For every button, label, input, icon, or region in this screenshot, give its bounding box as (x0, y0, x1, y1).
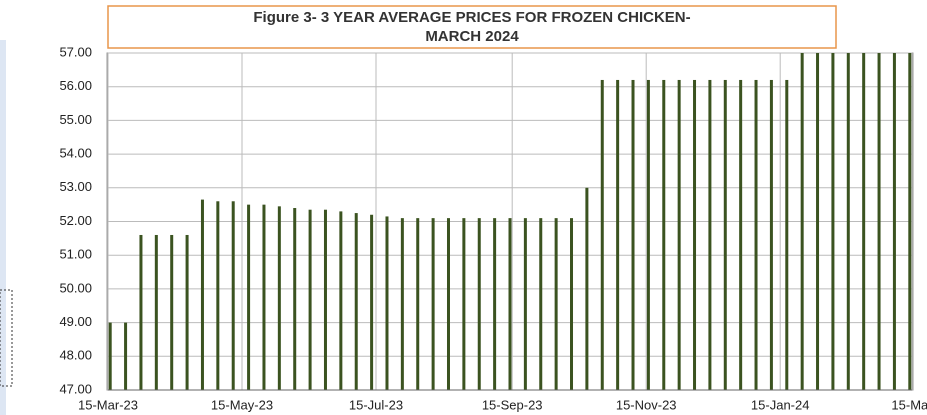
bar (539, 218, 543, 390)
bar (739, 79, 743, 391)
bar (339, 211, 343, 390)
bar (600, 79, 604, 391)
bar (800, 53, 804, 390)
bar (816, 53, 820, 390)
bar (308, 209, 312, 390)
bar (493, 218, 497, 390)
side-strip (0, 40, 6, 415)
bar (892, 53, 896, 390)
chart-title: MARCH 2024 (425, 28, 519, 45)
bar (416, 218, 420, 390)
x-tick-label: 15-Jul-23 (349, 397, 403, 412)
bar (723, 79, 727, 391)
y-tick-label: 51.00 (59, 247, 92, 262)
x-tick-label: 15-May-23 (211, 397, 273, 412)
bar (231, 201, 235, 390)
bar (154, 234, 158, 390)
bar (124, 322, 128, 390)
bar (862, 53, 866, 390)
bar (585, 187, 589, 390)
bar (662, 79, 666, 391)
bar (185, 234, 189, 390)
bar (277, 206, 281, 390)
bar (323, 209, 327, 390)
bar (523, 218, 527, 390)
bar (216, 201, 220, 390)
y-tick-label: 57.00 (59, 44, 92, 59)
y-tick-label: 47.00 (59, 381, 92, 396)
bar (247, 204, 251, 390)
y-tick-label: 48.00 (59, 348, 92, 363)
bar (354, 213, 358, 390)
bar (877, 53, 881, 390)
x-tick-label: 15-Mar-23 (78, 397, 138, 412)
chart-title: Figure 3- 3 YEAR AVERAGE PRICES FOR FROZ… (253, 9, 690, 26)
x-tick-label: 15-Sep-23 (482, 397, 543, 412)
bar (616, 79, 620, 391)
bar (170, 234, 174, 390)
bar (785, 79, 789, 391)
bar (200, 199, 204, 390)
y-tick-label: 56.00 (59, 78, 92, 93)
bar (570, 218, 574, 390)
bar (293, 208, 297, 390)
x-tick-label: 15-Mar (891, 397, 927, 412)
bar (677, 79, 681, 391)
bar (385, 216, 389, 390)
bar (908, 53, 912, 390)
bar (831, 53, 835, 390)
bar (108, 322, 112, 390)
bar (370, 214, 374, 390)
bar (462, 218, 466, 390)
x-tick-label: 15-Jan-24 (751, 397, 810, 412)
bar (262, 204, 266, 390)
bar (693, 79, 697, 391)
title-box (107, 5, 837, 49)
y-tick-label: 55.00 (59, 112, 92, 127)
y-tick-label: 49.00 (59, 314, 92, 329)
bar (646, 79, 650, 391)
side-box (0, 289, 13, 387)
bar (754, 79, 758, 391)
y-tick-label: 52.00 (59, 213, 92, 228)
y-tick-label: 54.00 (59, 146, 92, 161)
bar (708, 79, 712, 391)
x-tick-label: 15-Nov-23 (616, 397, 677, 412)
bar (508, 218, 512, 390)
bar (446, 218, 450, 390)
bar (769, 79, 773, 391)
bar (431, 218, 435, 390)
bar (554, 218, 558, 390)
bar (477, 218, 481, 390)
y-tick-label: 53.00 (59, 179, 92, 194)
y-tick-label: 50.00 (59, 280, 92, 295)
bar (846, 53, 850, 390)
bar (631, 79, 635, 391)
bar (139, 234, 143, 390)
bar (400, 218, 404, 390)
